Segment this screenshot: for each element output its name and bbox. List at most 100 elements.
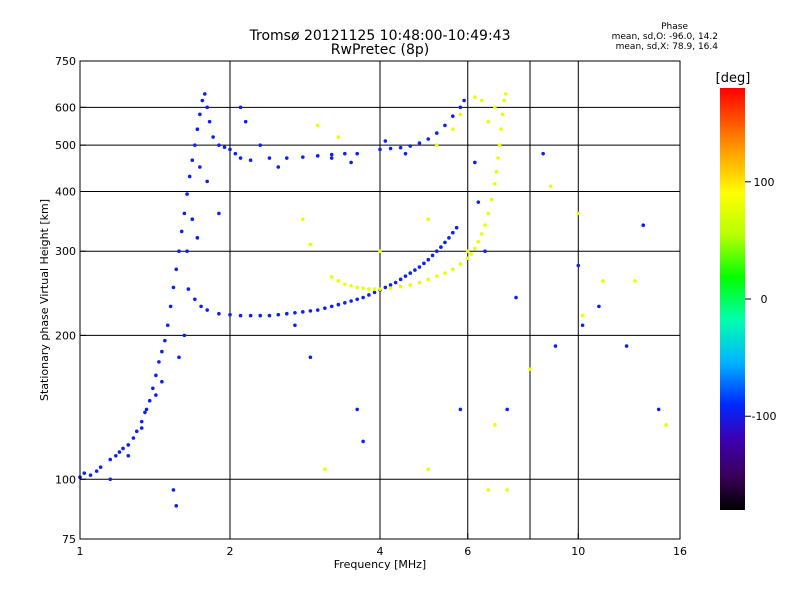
data-point [355, 407, 359, 412]
data-point [131, 436, 136, 440]
data-point [408, 144, 413, 148]
colorbar-label: [deg] [716, 71, 751, 86]
data-point [336, 302, 341, 307]
y-tick-label: 200 [55, 329, 76, 342]
data-point [171, 285, 176, 290]
data-point [207, 119, 212, 124]
data-point [301, 310, 305, 314]
data-point [451, 127, 455, 131]
data-point [143, 410, 147, 415]
data-point [139, 419, 144, 424]
data-point [157, 360, 161, 364]
data-point [205, 179, 209, 184]
data-point [580, 323, 585, 328]
data-point [108, 457, 113, 462]
data-point [147, 398, 152, 403]
data-point [126, 453, 131, 458]
data-point [426, 257, 431, 262]
data-point [451, 267, 455, 272]
grid-lines [80, 61, 680, 539]
data-point [284, 311, 289, 316]
data-point [434, 143, 439, 147]
data-point [349, 283, 353, 288]
data-point [308, 242, 313, 247]
data-point [82, 471, 87, 475]
data-point [329, 156, 334, 160]
data-point [476, 200, 481, 204]
data-point [267, 313, 272, 318]
data-point [182, 211, 187, 216]
data-point [443, 240, 447, 245]
data-point [205, 105, 209, 110]
x-tick-label: 2 [227, 545, 234, 558]
x-axis-ticks: 1 2 4 6 10 16 [77, 533, 687, 558]
data-point [505, 488, 509, 492]
data-point [486, 119, 491, 124]
data-point [308, 309, 313, 313]
y-tick-label: 600 [55, 101, 76, 114]
data-point [293, 310, 297, 315]
colorbar-tick-label: 0 [761, 293, 768, 306]
data-point [443, 123, 447, 128]
data-point [462, 98, 466, 103]
data-point [177, 249, 181, 254]
data-point [601, 279, 605, 283]
data-point [408, 271, 413, 275]
x-tick-label: 4 [377, 545, 384, 558]
data-point [248, 313, 253, 318]
data-point [88, 473, 93, 477]
data-point [349, 299, 353, 303]
y-tick-label: 400 [55, 185, 76, 198]
data-point [473, 95, 477, 99]
data-point [505, 407, 509, 412]
data-point [451, 114, 455, 118]
data-point [580, 313, 585, 318]
data-point [383, 139, 388, 143]
data-point [426, 277, 431, 282]
data-point [624, 344, 629, 348]
data-point [200, 98, 205, 103]
y-tick-label: 75 [62, 533, 76, 546]
data-point [238, 156, 243, 160]
data-point [417, 141, 422, 145]
data-point [329, 152, 334, 157]
data-point [121, 446, 125, 451]
colorbar-tick-label: 100 [754, 176, 775, 189]
data-point [205, 308, 209, 312]
data-point [199, 304, 203, 309]
data-point [301, 155, 305, 159]
data-point [190, 158, 195, 163]
data-point [502, 98, 506, 103]
data-point [486, 211, 491, 216]
data-point [493, 182, 497, 186]
colorbar-tick-label: -100 [752, 410, 777, 423]
data-point [238, 105, 243, 110]
data-point [576, 263, 581, 268]
x-tick-label: 6 [464, 545, 471, 558]
data-point [160, 349, 164, 354]
data-point [458, 407, 463, 412]
data-point [489, 197, 494, 202]
data-point [315, 154, 320, 158]
data-point [378, 147, 382, 152]
data-point [293, 323, 297, 328]
data-point [361, 439, 365, 444]
x-axis-label: Frequency [MHz] [334, 558, 426, 571]
data-point [426, 467, 431, 471]
y-tick-label: 100 [55, 473, 76, 486]
phase-heading: Phase [661, 22, 688, 32]
data-point [193, 297, 197, 302]
data-point [528, 367, 532, 371]
data-point [108, 477, 113, 482]
data-point [413, 268, 417, 272]
data-point [202, 92, 207, 96]
data-point [388, 283, 393, 287]
colorbar-ticks: 100 0 -100 [745, 176, 776, 423]
data-points [78, 92, 668, 508]
data-point [222, 145, 227, 150]
data-point [383, 285, 388, 290]
data-point [343, 282, 347, 286]
data-point [233, 151, 238, 156]
data-point [228, 312, 232, 317]
data-point [499, 127, 503, 131]
